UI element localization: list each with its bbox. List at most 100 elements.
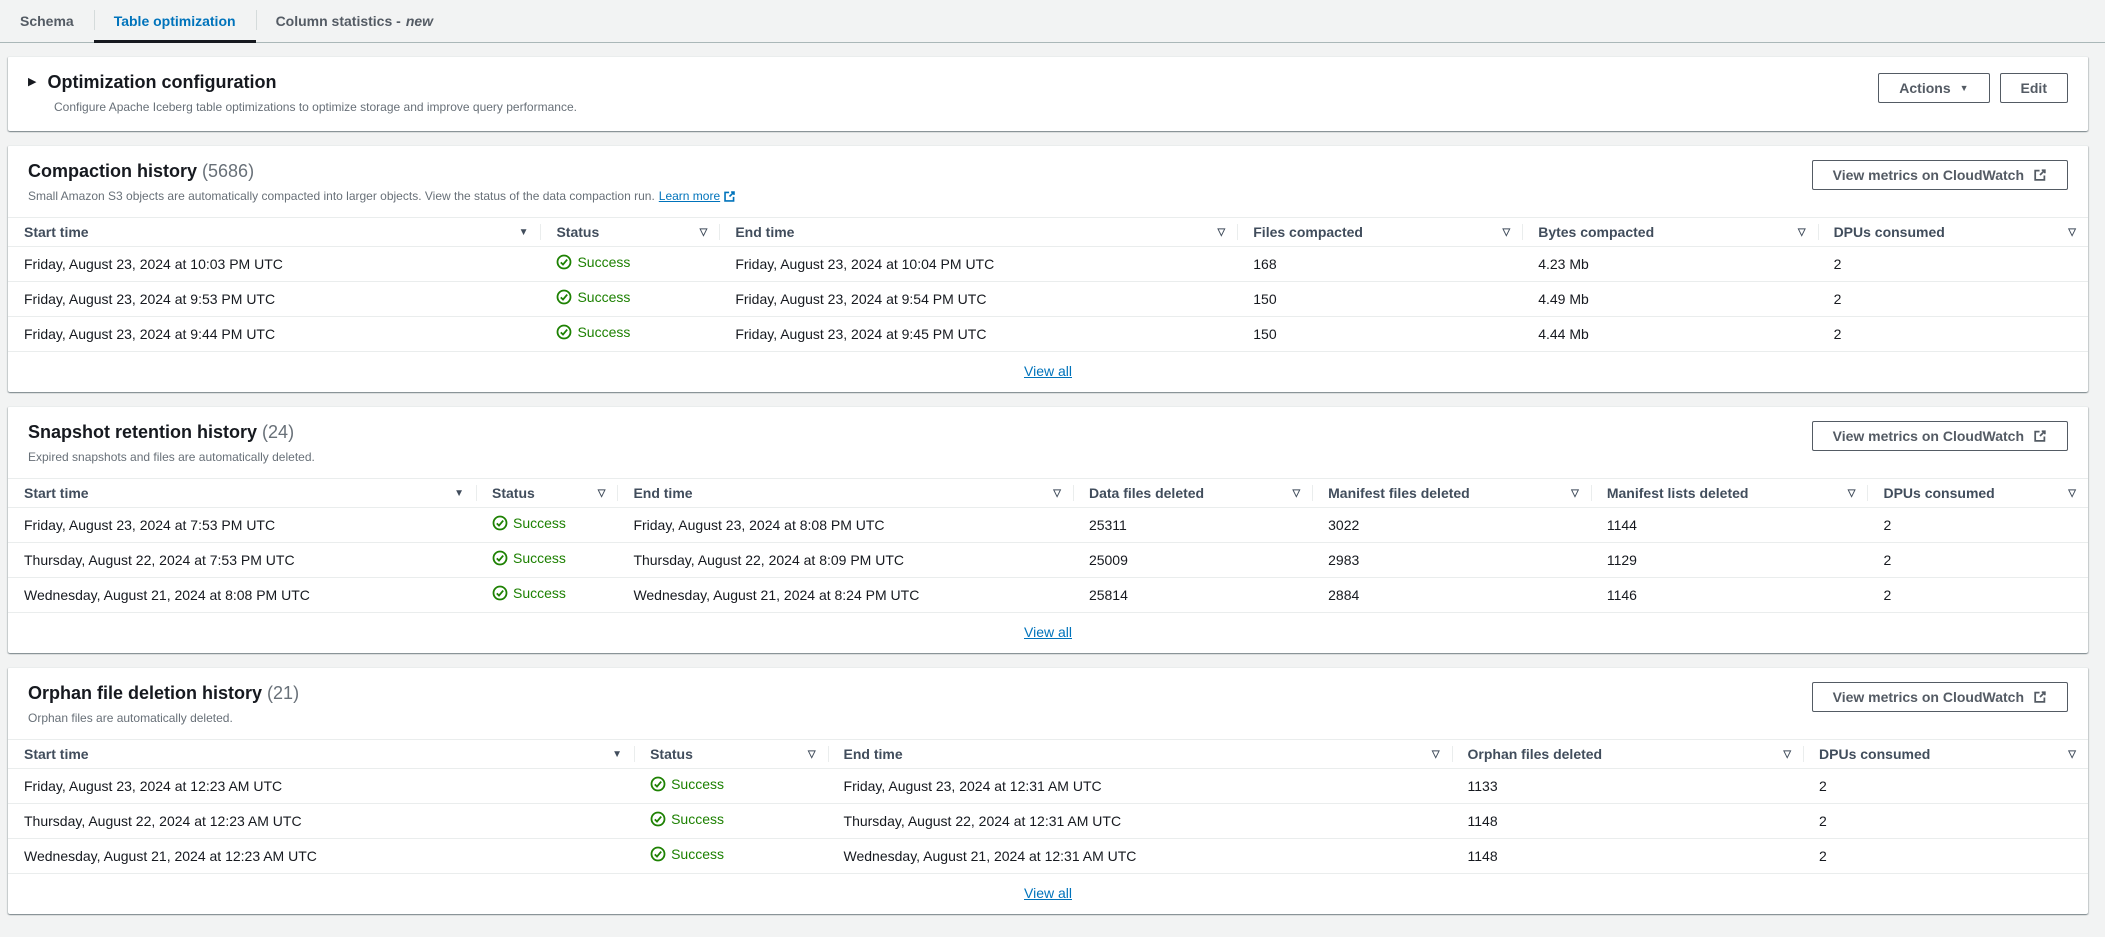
column-header-dpus-consumed[interactable]: DPUs consumed ▽: [1867, 478, 2088, 508]
cell-end-time: Friday, August 23, 2024 at 8:08 PM UTC: [617, 507, 1073, 543]
snapshot-retention-history-table: Start time ▼ Status ▽ End time ▽ Data files de…: [8, 478, 2088, 613]
caret-down-icon: ▼: [1959, 82, 1969, 93]
cell-end-time: Wednesday, August 21, 2024 at 8:24 PM UT…: [617, 577, 1073, 613]
sort-descending-icon[interactable]: ▼: [612, 748, 623, 760]
cell-bytes-compacted: 4.44 Mb: [1522, 316, 1818, 352]
column-header-start-time[interactable]: Start time ▼: [8, 478, 476, 508]
column-header-status[interactable]: Status ▽: [476, 478, 618, 508]
learn-more-link[interactable]: Learn more: [659, 188, 736, 204]
status-badge: Success: [650, 811, 724, 827]
sortable-icon[interactable]: ▽: [1571, 487, 1579, 499]
cell-dpus-consumed: 2: [1817, 316, 2088, 352]
cell-data-files-deleted: 25009: [1072, 542, 1313, 578]
sortable-icon[interactable]: ▽: [1797, 226, 1806, 238]
cell-files-compacted: 168: [1237, 246, 1523, 282]
sortable-icon[interactable]: ▽: [807, 748, 816, 760]
sortable-icon[interactable]: ▽: [1502, 226, 1511, 238]
status-success-icon: [557, 254, 572, 270]
column-header-end-time[interactable]: End time ▽: [827, 739, 1452, 769]
cell-files-compacted: 150: [1237, 316, 1523, 352]
status-badge: Success: [492, 550, 566, 566]
column-header-label: End time: [735, 224, 795, 240]
status-success-icon: [492, 585, 508, 601]
sortable-icon[interactable]: ▽: [597, 487, 606, 499]
column-header-orphan-files-deleted[interactable]: Orphan files deleted ▽: [1451, 739, 1804, 769]
view-metrics-cloudwatch-button[interactable]: View metrics on CloudWatch: [1811, 421, 2068, 451]
view-metrics-cloudwatch-button[interactable]: View metrics on CloudWatch: [1811, 682, 2068, 712]
column-header-data-files-deleted[interactable]: Data files deleted ▽: [1072, 478, 1313, 508]
view-metrics-cloudwatch-button[interactable]: View metrics on CloudWatch: [1811, 160, 2068, 190]
edit-button[interactable]: Edit: [1999, 73, 2068, 103]
caret-right-icon[interactable]: ▶: [28, 75, 37, 88]
actions-button[interactable]: Actions ▼: [1878, 73, 1990, 103]
view-all-link[interactable]: View all: [1024, 624, 1072, 640]
orphan-file-deletion-history-title: Orphan file deletion history (21): [28, 683, 300, 703]
sortable-icon[interactable]: ▽: [1783, 748, 1792, 760]
column-header-end-time[interactable]: End time ▽: [719, 217, 1238, 247]
table-header-row: Start time ▼ Status ▽ End time ▽ Orphan files …: [8, 739, 2088, 769]
cell-bytes-compacted: 4.23 Mb: [1522, 246, 1818, 282]
table-row: Friday, August 23, 2024 at 9:53 PM UTC Su…: [8, 281, 2088, 317]
column-header-label: Start time: [24, 746, 89, 762]
compaction-history-card: Compaction history (5686) Small Amazon S…: [8, 145, 2088, 392]
column-header-manifest-lists-deleted[interactable]: Manifest lists deleted ▽: [1590, 478, 1868, 508]
sort-descending-icon[interactable]: ▼: [454, 487, 464, 499]
tab-label: Schema: [20, 13, 74, 29]
column-header-bytes-compacted[interactable]: Bytes compacted ▽: [1522, 217, 1818, 247]
snapshot-retention-history-title: Snapshot retention history (24): [28, 422, 295, 442]
column-header-label: Status: [556, 224, 600, 240]
cell-manifest-files-deleted: 2983: [1312, 542, 1591, 578]
compaction-history-title: Compaction history (5686): [28, 161, 255, 181]
cell-end-time: Friday, August 23, 2024 at 12:31 AM UTC: [827, 768, 1452, 804]
status-badge: Success: [556, 254, 630, 270]
column-header-manifest-files-deleted[interactable]: Manifest files deleted ▽: [1312, 478, 1591, 508]
table-row: Thursday, August 22, 2024 at 12:23 AM UT…: [8, 803, 2088, 839]
cell-start-time: Friday, August 23, 2024 at 10:03 PM UTC: [8, 246, 541, 282]
external-link-icon: [2034, 169, 2046, 181]
sortable-icon[interactable]: ▽: [2068, 487, 2076, 499]
cell-end-time: Wednesday, August 21, 2024 at 12:31 AM U…: [827, 838, 1452, 874]
column-header-start-time[interactable]: Start time ▼: [8, 739, 635, 769]
column-header-start-time[interactable]: Start time ▼: [8, 217, 541, 247]
sortable-icon[interactable]: ▽: [2068, 226, 2076, 238]
sort-descending-icon[interactable]: ▼: [518, 226, 529, 238]
view-all-link[interactable]: View all: [1024, 363, 1072, 379]
cell-status: Success: [634, 838, 828, 874]
table-header-row: Start time ▼ Status ▽ End time ▽ Files compact…: [8, 217, 2088, 247]
column-header-dpus-consumed[interactable]: DPUs consumed ▽: [1817, 217, 2088, 247]
cell-manifest-files-deleted: 3022: [1312, 507, 1591, 543]
tab-schema[interactable]: Schema: [0, 0, 94, 42]
status-label: Success: [671, 811, 724, 827]
column-header-label: Manifest files deleted: [1328, 485, 1470, 501]
column-header-dpus-consumed[interactable]: DPUs consumed ▽: [1803, 739, 2088, 769]
snapshot-retention-history-description: Expired snapshots and files are automati…: [28, 450, 315, 464]
column-header-files-compacted[interactable]: Files compacted ▽: [1237, 217, 1523, 247]
sortable-icon[interactable]: ▽: [1431, 748, 1440, 760]
cell-dpus-consumed: 2: [1867, 507, 2088, 543]
optimization-configuration-description: Configure Apache Iceberg table optimizat…: [54, 100, 577, 114]
cell-dpus-consumed: 2: [1803, 803, 2088, 839]
column-header-label: DPUs consumed: [1819, 746, 1931, 762]
tab-table-optimization[interactable]: Table optimization: [93, 0, 256, 43]
table-row: Friday, August 23, 2024 at 9:44 PM UTC Su…: [8, 316, 2088, 352]
cell-manifest-lists-deleted: 1129: [1590, 542, 1868, 578]
snapshot-retention-history-card: Snapshot retention history (24) Expired …: [8, 406, 2088, 653]
column-header-end-time[interactable]: End time ▽: [617, 478, 1073, 508]
column-header-status[interactable]: Status ▽: [540, 217, 720, 247]
cell-status: Success: [634, 768, 828, 804]
sortable-icon[interactable]: ▽: [1847, 487, 1856, 499]
column-header-label: Orphan files deleted: [1467, 746, 1603, 762]
tab-column-statistics[interactable]: Column statistics - new: [255, 0, 453, 42]
view-all-link[interactable]: View all: [1024, 885, 1072, 901]
sortable-icon[interactable]: ▽: [1217, 226, 1226, 238]
sortable-icon[interactable]: ▽: [699, 226, 708, 238]
sortable-icon[interactable]: ▽: [1292, 487, 1301, 499]
cell-orphan-files-deleted: 1133: [1451, 768, 1804, 804]
status-success-icon: [650, 776, 666, 792]
orphan-file-deletion-history-card: Orphan file deletion history (21) Orphan…: [8, 667, 2088, 914]
sortable-icon[interactable]: ▽: [2068, 748, 2076, 760]
status-badge: Success: [650, 776, 724, 792]
column-header-status[interactable]: Status ▽: [634, 739, 828, 769]
sortable-icon[interactable]: ▽: [1053, 487, 1061, 499]
column-header-label: DPUs consumed: [1833, 224, 1945, 240]
